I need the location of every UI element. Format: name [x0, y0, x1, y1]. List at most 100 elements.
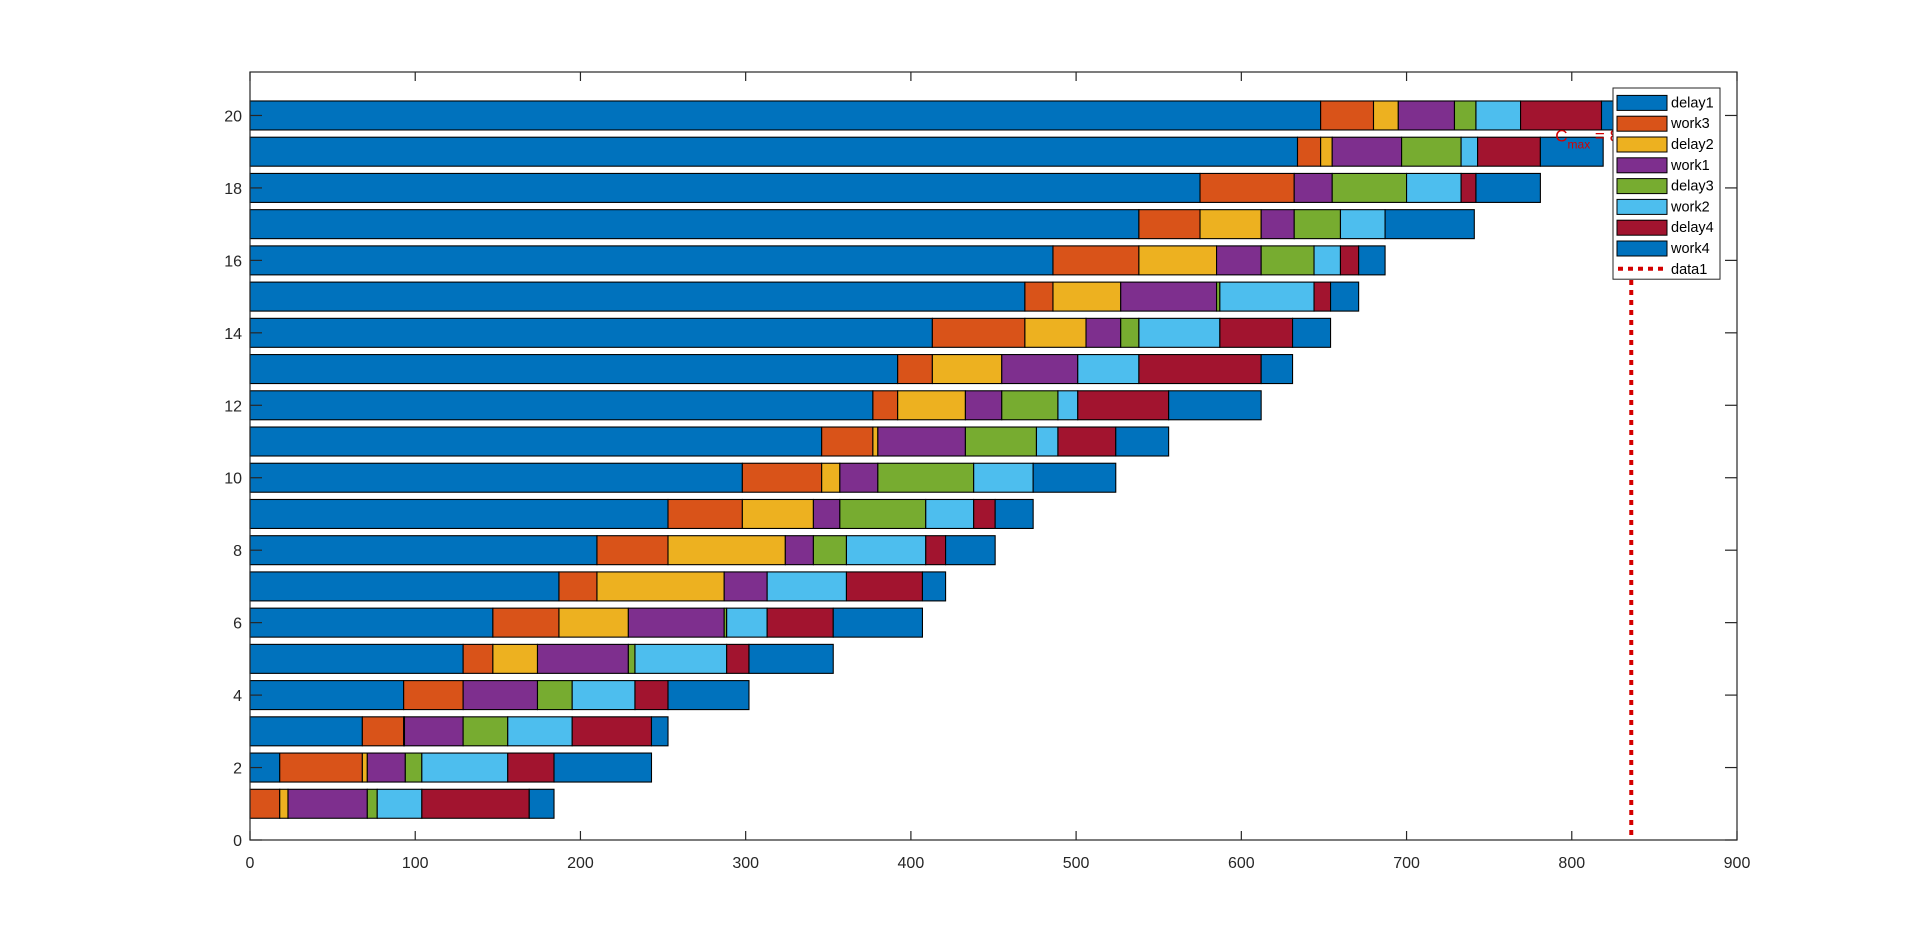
- bar-segment-work2-row-6: [726, 607, 768, 638]
- legend-label-delay2: delay2: [1671, 137, 1714, 153]
- bar-segment-work1-row-13: [1001, 354, 1079, 385]
- bar-segment-work2-row-12: [1057, 390, 1079, 421]
- bar-segment-work1-row-5: [536, 643, 629, 674]
- legend-label-work3: work3: [1670, 116, 1710, 132]
- bar-segment-delay1-row-17: [249, 209, 1140, 240]
- bar-segment-delay4-row-12: [1077, 390, 1170, 421]
- bar-segment-delay4-row-14: [1219, 317, 1294, 348]
- bar-segment-work3-row-13: [897, 354, 933, 385]
- bar-segment-work2-row-9: [925, 498, 975, 530]
- bar-segment-work4-row-6: [832, 607, 924, 638]
- bar-segment-work3-row-10: [741, 462, 823, 493]
- y-tick-label: 2: [233, 761, 242, 778]
- bar-segment-delay3-row-2: [404, 752, 423, 783]
- legend-swatch-work3: [1616, 115, 1668, 132]
- cmax-annotation-subscript: max: [1568, 138, 1591, 152]
- bar-segment-delay4-row-18: [1460, 172, 1477, 203]
- bar-segment-work1-row-10: [839, 462, 879, 493]
- x-tick-label: 700: [1393, 855, 1420, 872]
- bar-segment-delay3-row-18: [1331, 172, 1408, 203]
- bar-segment-work3-row-18: [1199, 172, 1295, 203]
- y-tick-label: 10: [224, 471, 242, 488]
- bar-segment-work3-row-5: [462, 643, 494, 674]
- bar-segment-delay1-row-13: [249, 354, 899, 385]
- bar-segment-delay2-row-15: [1052, 281, 1122, 312]
- bar-segment-work1-row-3: [403, 716, 464, 747]
- bar-segment-work2-row-4: [571, 680, 636, 711]
- bar-segment-work3-row-9: [667, 498, 743, 530]
- x-tick-label: 200: [567, 855, 594, 872]
- y-tick-label: 4: [233, 688, 242, 705]
- bar-segment-work1-row-11: [877, 426, 966, 457]
- legend-label-delay1: delay1: [1671, 95, 1714, 111]
- bar-segment-delay2-row-13: [931, 354, 1003, 385]
- bar-segment-delay4-row-16: [1339, 245, 1360, 276]
- bar-segment-delay1-row-7: [249, 571, 560, 602]
- bar-segment-work2-row-18: [1406, 172, 1462, 203]
- bar-segment-delay1-row-8: [249, 535, 598, 566]
- cmax-annotation-main: C: [1555, 127, 1567, 146]
- cmax-annotation: Cmax = 8: [1555, 127, 1619, 152]
- bar-segment-work4-row-14: [1292, 317, 1332, 348]
- x-tick-label: 400: [898, 855, 925, 872]
- bar-segment-delay3-row-17: [1293, 209, 1342, 240]
- bar-segment-delay2-row-20: [1372, 100, 1399, 131]
- bar-segment-work2-row-16: [1313, 245, 1342, 276]
- legend-label-delay4: delay4: [1671, 220, 1714, 236]
- bar-segment-delay4-row-1: [421, 788, 530, 819]
- legend-label-delay3: delay3: [1671, 179, 1714, 195]
- legend-label-work2: work2: [1670, 199, 1710, 215]
- bar-segment-delay2-row-17: [1199, 209, 1262, 240]
- bar-segment-work4-row-17: [1384, 209, 1475, 240]
- bar-segment-delay2-row-19: [1320, 136, 1333, 167]
- x-tick-label: 0: [246, 855, 255, 872]
- bar-segment-delay1-row-20: [249, 100, 1322, 131]
- bar-segment-work4-row-16: [1358, 245, 1386, 276]
- bar-segment-work2-row-13: [1077, 354, 1140, 385]
- bar-segment-work4-row-2: [553, 752, 653, 783]
- bar-segment-work4-row-5: [748, 643, 834, 674]
- bar-segment-delay4-row-11: [1057, 426, 1117, 457]
- y-tick-label: 6: [233, 616, 242, 633]
- bar-segment-work2-row-8: [845, 535, 927, 566]
- bar-segment-work3-row-1: [249, 788, 281, 819]
- x-tick-label: 600: [1228, 855, 1255, 872]
- bar-segment-work1-row-8: [784, 535, 814, 566]
- bar-segment-delay3-row-4: [536, 680, 573, 711]
- bar-segment-work1-row-9: [812, 498, 841, 530]
- legend-swatch-delay2: [1616, 136, 1668, 153]
- bar-segment-work4-row-1: [528, 788, 555, 819]
- bar-segment-delay1-row-11: [249, 426, 823, 457]
- bar-segment-delay2-row-12: [897, 390, 966, 421]
- x-tick-label: 300: [732, 855, 759, 872]
- bar-segment-work3-row-11: [821, 426, 874, 457]
- bar-segment-work3-row-14: [931, 317, 1026, 348]
- bar-segment-delay2-row-11: [872, 426, 879, 457]
- y-tick-label: 0: [233, 833, 242, 850]
- bar-segment-work1-row-18: [1293, 172, 1333, 203]
- bar-segment-delay2-row-14: [1024, 317, 1087, 348]
- bar-segment-delay1-row-10: [249, 462, 743, 493]
- bar-segment-work3-row-4: [403, 680, 464, 711]
- bar-segment-delay3-row-10: [877, 462, 975, 493]
- bar-segment-work4-row-11: [1115, 426, 1170, 457]
- bar-segment-work2-row-2: [421, 752, 509, 783]
- bar-segment-delay2-row-16: [1138, 245, 1218, 276]
- bar-segment-delay2-row-6: [558, 607, 629, 638]
- bar-segment-work2-row-3: [507, 716, 573, 747]
- bar-segment-delay3-row-11: [964, 426, 1038, 457]
- legend: delay1 work3 delay2 work1 delay3 work2 delay4 w…: [1612, 87, 1721, 280]
- x-tick-label: 800: [1558, 855, 1585, 872]
- bar-segment-work1-row-19: [1331, 136, 1403, 167]
- bar-segment-work2-row-7: [766, 571, 848, 602]
- legend-label-data1: data1: [1671, 262, 1707, 278]
- x-tick-label: 500: [1063, 855, 1090, 872]
- y-tick-label: 18: [224, 181, 242, 198]
- bar-segment-delay1-row-18: [249, 172, 1201, 203]
- bar-segment-work3-row-3: [361, 716, 405, 747]
- bar-segment-work2-row-11: [1035, 426, 1059, 457]
- bar-segment-delay2-row-8: [667, 535, 786, 566]
- bar-segment-delay2-row-5: [492, 643, 539, 674]
- bar-segment-delay3-row-14: [1120, 317, 1140, 348]
- bar-segment-work4-row-9: [994, 498, 1034, 530]
